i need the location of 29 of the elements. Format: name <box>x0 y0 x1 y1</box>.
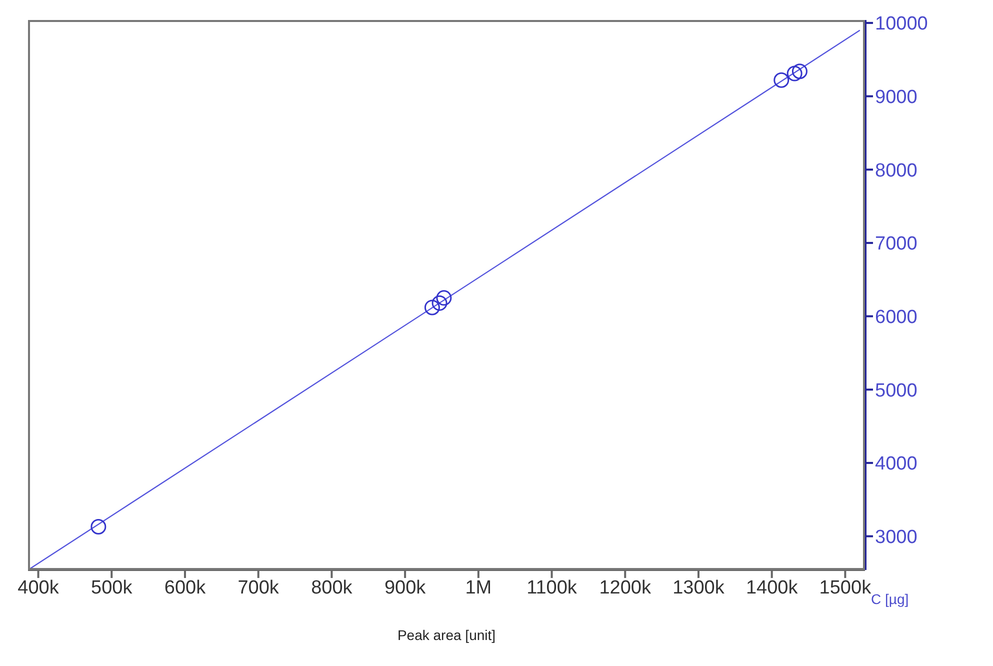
point <box>792 64 808 80</box>
x-axis-title: Peak area [unit] <box>397 627 496 643</box>
x-tick-label: 700k <box>238 577 280 598</box>
point <box>774 72 790 88</box>
x-tick-label: 900k <box>384 577 426 598</box>
y-axis-title: C [µg] <box>871 591 909 607</box>
x-tick-label: 1M <box>465 577 492 598</box>
x-tick-label: 1500k <box>819 577 872 598</box>
x-tick-label: 600k <box>164 577 206 598</box>
y-tick-label: 3000 <box>875 527 918 548</box>
point <box>436 290 452 306</box>
point <box>432 295 448 311</box>
y-tick-label: 10000 <box>875 14 928 35</box>
x-tick-label: 1300k <box>672 577 725 598</box>
y-tick-label: 6000 <box>875 307 918 328</box>
point <box>90 518 106 534</box>
y-tick-label: 8000 <box>875 160 918 182</box>
x-tick-label: 1200k <box>599 577 652 598</box>
y-tick-label: 5000 <box>875 380 918 402</box>
x-tick-label: 1400k <box>746 577 798 598</box>
y-tick-label: 9000 <box>875 87 918 108</box>
y-tick-label: 4000 <box>875 454 918 475</box>
x-tick-label: 400k <box>18 577 60 598</box>
x-tick-label: 500k <box>91 577 133 598</box>
point <box>424 300 440 316</box>
x-tick-label: 800k <box>311 577 353 598</box>
y-tick-label: 7000 <box>875 234 918 255</box>
point <box>786 66 802 82</box>
x-tick-label: 1100k <box>526 577 578 598</box>
